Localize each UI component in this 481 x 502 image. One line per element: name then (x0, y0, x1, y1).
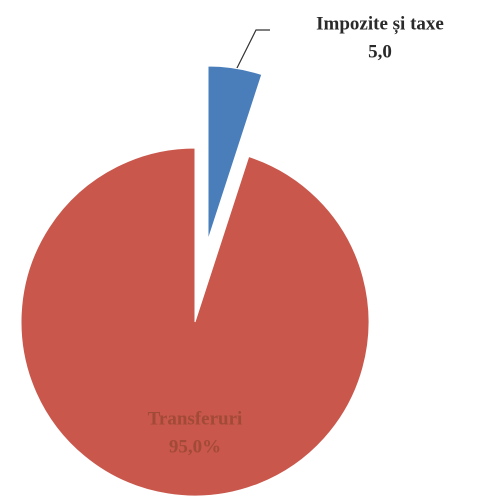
slice-label: Impozite și taxe (316, 13, 444, 34)
slice-value-label: 95,0% (169, 436, 221, 457)
slice-label: Transferuri (148, 408, 243, 429)
leader-line (235, 29, 270, 71)
pie-slice (20, 147, 370, 497)
slice-value-label: 5,0 (368, 41, 392, 62)
pie-slice (207, 65, 263, 241)
